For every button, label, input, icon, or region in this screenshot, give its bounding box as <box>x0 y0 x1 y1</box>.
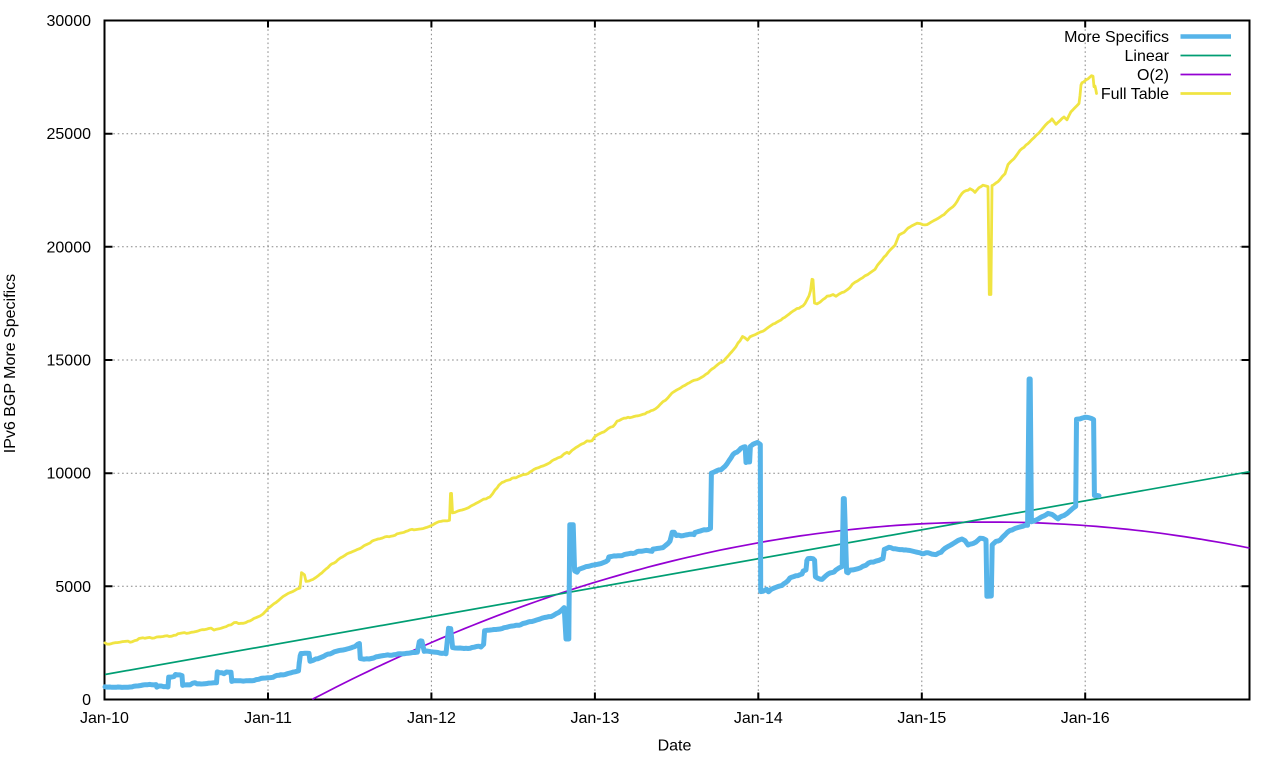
svg-text:Date: Date <box>658 738 692 755</box>
svg-text:Full Table: Full Table <box>1101 86 1169 103</box>
svg-text:20000: 20000 <box>47 239 92 256</box>
svg-text:IPv6 BGP More Specifics: IPv6 BGP More Specifics <box>2 274 19 453</box>
svg-text:10000: 10000 <box>47 466 92 483</box>
svg-text:25000: 25000 <box>47 126 92 143</box>
svg-text:Jan-16: Jan-16 <box>1061 710 1110 727</box>
svg-text:30000: 30000 <box>47 13 92 30</box>
svg-text:5000: 5000 <box>55 579 91 596</box>
svg-text:Jan-11: Jan-11 <box>244 710 292 727</box>
svg-text:Jan-14: Jan-14 <box>734 710 783 727</box>
svg-text:Jan-12: Jan-12 <box>407 710 456 727</box>
svg-text:Jan-13: Jan-13 <box>570 710 619 727</box>
svg-text:Jan-10: Jan-10 <box>80 710 129 727</box>
svg-text:Jan-15: Jan-15 <box>897 710 946 727</box>
svg-text:Linear: Linear <box>1125 48 1170 65</box>
svg-text:15000: 15000 <box>47 353 92 370</box>
svg-text:More Specifics: More Specifics <box>1064 29 1169 46</box>
svg-text:O(2): O(2) <box>1137 67 1169 84</box>
svg-text:0: 0 <box>82 692 91 709</box>
